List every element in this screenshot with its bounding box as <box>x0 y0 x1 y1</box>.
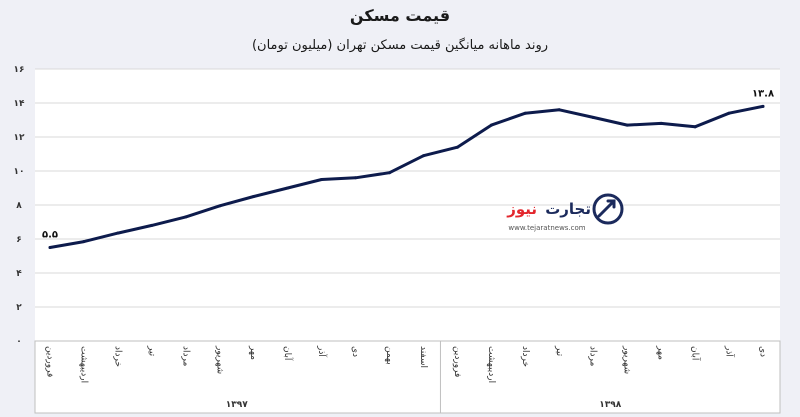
data-point <box>82 240 86 244</box>
data-point <box>388 171 392 175</box>
data-label: ۵.۵ <box>42 230 58 241</box>
x-axis-box <box>34 340 781 414</box>
data-point <box>354 176 358 180</box>
y-tick-label: ۱۴ <box>14 99 25 109</box>
x-tick-label: آبان <box>690 346 702 361</box>
x-tick-label: آبان <box>282 346 294 361</box>
x-tick-label: مهر <box>248 345 258 360</box>
y-tick-label: ۲ <box>16 303 22 313</box>
data-point <box>48 246 52 249</box>
x-tick-label: مرداد <box>588 346 598 366</box>
data-point <box>557 108 561 112</box>
x-tick-label: خرداد <box>112 346 122 367</box>
data-point <box>489 123 493 127</box>
x-tick-label: شهریور <box>622 345 632 374</box>
data-point <box>421 154 425 158</box>
x-tick-label: بهمن <box>384 346 394 365</box>
y-tick-label: ۴ <box>16 269 22 279</box>
data-point <box>523 111 527 115</box>
series-layer <box>48 104 765 249</box>
x-tick-label: تیر <box>146 345 156 357</box>
y-axis: ۰ ۲ ۴ ۶ ۸ ۱۰ ۱۲ ۱۴ ۱۶ <box>14 65 25 347</box>
year-label: ۱۳۹۷ <box>226 400 248 410</box>
x-tick-label: مهر <box>656 345 666 360</box>
x-tick-label: شهریور <box>214 345 224 374</box>
data-point <box>116 231 120 235</box>
data-point <box>218 204 222 208</box>
x-tick-label: فروردین <box>452 346 462 377</box>
data-point <box>150 223 154 227</box>
data-point <box>591 115 595 119</box>
data-point <box>252 195 256 198</box>
data-point <box>455 145 459 149</box>
chart-title: قیمت مسکن <box>350 6 450 25</box>
y-tick-label: ۸ <box>16 201 22 211</box>
data-point <box>727 111 731 115</box>
y-tick-label: ۱۰ <box>14 167 25 177</box>
y-tick-label: ۱۶ <box>14 65 25 75</box>
x-tick-label: خرداد <box>520 346 530 367</box>
data-point <box>286 186 290 190</box>
x-tick-label: فروردین <box>45 346 55 377</box>
year-groups: ۱۳۹۷ ۱۳۹۸ <box>226 341 622 413</box>
data-label: ۱۳.۸ <box>752 88 774 99</box>
data-point <box>184 215 188 219</box>
data-point <box>761 104 765 108</box>
x-tick-label: اردیبهشت <box>78 346 88 383</box>
x-tick-label: اردیبهشت <box>486 346 496 383</box>
data-point <box>693 125 697 129</box>
x-tick-label: آذر <box>316 345 328 357</box>
x-tick-label: دی <box>758 346 768 357</box>
x-tick-label: اسفند <box>418 346 428 368</box>
x-tick-label: تیر <box>554 345 564 357</box>
y-tick-label: ۰ <box>16 337 22 347</box>
chart-subtitle: روند ماهانه میانگین قیمت مسکن تهران (میل… <box>252 37 548 53</box>
series-line <box>48 104 765 249</box>
brand-accent: نیوز <box>506 200 537 218</box>
data-point <box>625 123 629 127</box>
brand-url: www.tejaratnews.com <box>508 224 585 232</box>
year-label: ۱۳۹۸ <box>599 400 621 410</box>
y-tick-label: ۱۲ <box>14 133 25 143</box>
x-axis: فروردین اردیبهشت خرداد تیر مرداد شهریور مهر آبا… <box>45 345 768 383</box>
watermark-logo: تجارت نیوز www.tejaratnews.com <box>506 193 624 232</box>
x-tick-label: آذر <box>724 345 736 357</box>
brand-main: تجارت <box>545 200 591 218</box>
x-tick-label: دی <box>350 346 360 357</box>
trend-arrow-icon <box>597 199 616 218</box>
data-point <box>659 121 663 125</box>
data-labels: ۵.۵ ۱۳.۸ <box>42 88 774 240</box>
data-point <box>320 178 324 181</box>
y-tick-label: ۶ <box>16 235 22 245</box>
grid-lines <box>35 68 780 308</box>
x-tick-label: مرداد <box>180 346 190 366</box>
